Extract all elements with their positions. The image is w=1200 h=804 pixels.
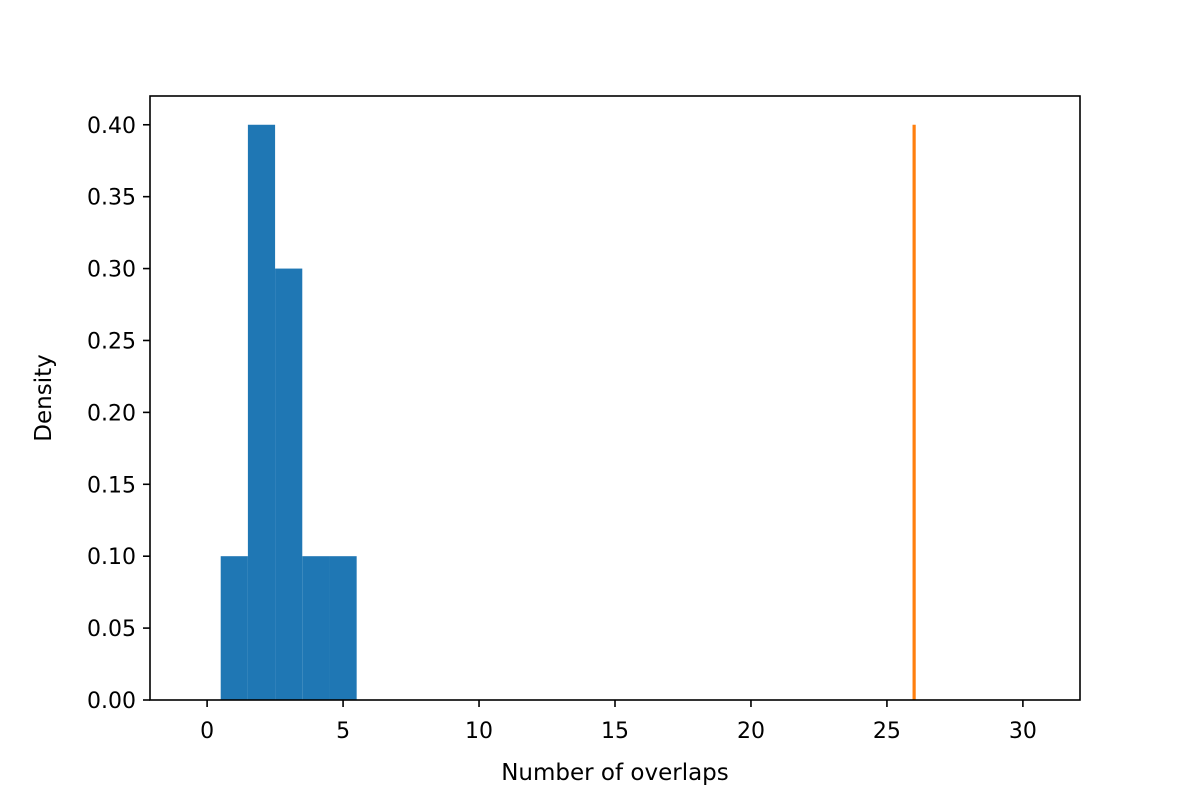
y-tick-label-6: 0.30 <box>87 258 136 283</box>
y-axis-label: Density <box>31 354 57 441</box>
histogram-bar-2 <box>275 268 303 700</box>
y-tick-label-4: 0.20 <box>87 401 136 426</box>
y-tick-label-0: 0.00 <box>87 689 136 714</box>
bars-layer <box>220 124 357 700</box>
histogram-bar-0 <box>220 556 248 700</box>
histogram-bar-4 <box>329 556 357 700</box>
x-axis-label: Number of overlaps <box>501 760 729 786</box>
y-tick-label-8: 0.40 <box>87 114 136 139</box>
x-tick-label-2: 10 <box>465 719 493 744</box>
histogram-bar-1 <box>247 124 276 700</box>
y-tick-label-5: 0.25 <box>87 329 136 354</box>
y-tick-label-1: 0.05 <box>87 617 136 642</box>
x-axis-ticks: 0 5 10 15 20 25 30 <box>200 700 1037 744</box>
x-tick-label-5: 25 <box>873 719 901 744</box>
x-tick-label-1: 5 <box>336 719 350 744</box>
x-tick-label-6: 30 <box>1009 719 1037 744</box>
histogram-bar-3 <box>302 556 330 700</box>
x-tick-label-0: 0 <box>200 719 214 744</box>
y-axis-ticks: 0.00 0.05 0.10 0.15 0.20 0.25 0.30 0.35 0.40 <box>87 114 150 714</box>
y-tick-label-7: 0.35 <box>87 186 136 211</box>
y-tick-label-3: 0.15 <box>87 473 136 498</box>
x-tick-label-3: 15 <box>601 719 629 744</box>
y-tick-label-2: 0.10 <box>87 545 136 570</box>
x-tick-label-4: 20 <box>737 719 765 744</box>
